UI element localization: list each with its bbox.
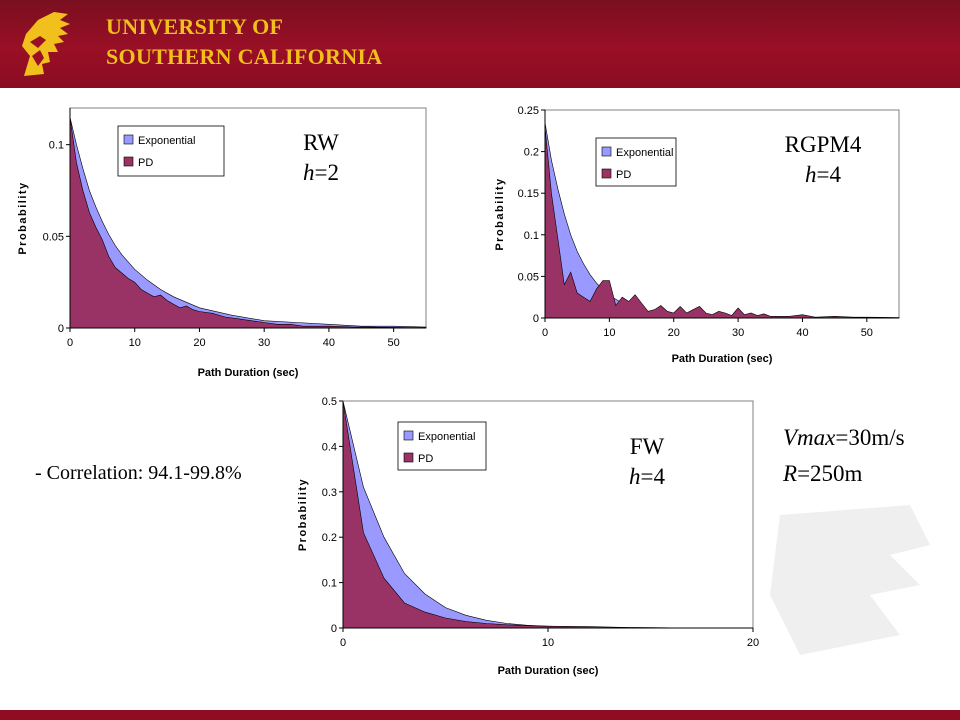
university-title-line1: UNIVERSITY OF — [106, 14, 284, 39]
correlation-text: - Correlation: 94.1-99.8% — [35, 462, 242, 484]
label-rgpm4: RGPM4 h=4 — [770, 130, 876, 190]
y-tick-label: 0.25 — [518, 105, 539, 117]
legend-swatch — [601, 168, 612, 179]
x-axis-label: Path Duration (sec) — [672, 353, 773, 365]
series-area-pd — [69, 117, 427, 329]
x-tick-label: 20 — [193, 337, 205, 349]
legend-label: PD — [138, 157, 153, 169]
footer-bar — [0, 710, 960, 720]
university-title-line2: SOUTHERN CALIFORNIA — [106, 44, 383, 69]
y-tick-label: 0.2 — [322, 532, 337, 544]
header-bar: UNIVERSITY OF SOUTHERN CALIFORNIA — [0, 0, 960, 88]
legend-swatch — [403, 452, 414, 463]
y-tick-label: 0.2 — [524, 147, 539, 159]
label-rgpm4-h: h=4 — [805, 162, 841, 187]
x-tick-label: 10 — [603, 327, 615, 339]
x-tick-label: 40 — [796, 327, 808, 339]
y-tick-label: 0 — [331, 623, 337, 635]
y-axis-label: Probability — [494, 177, 506, 250]
x-tick-label: 30 — [732, 327, 744, 339]
x-tick-label: 10 — [542, 637, 554, 649]
legend-swatch — [601, 146, 612, 157]
y-tick-label: 0 — [58, 323, 64, 335]
range-param: R=250m — [783, 461, 863, 486]
legend-swatch — [123, 156, 134, 167]
y-tick-label: 0.1 — [49, 140, 64, 152]
x-tick-label: 20 — [747, 637, 759, 649]
legend-label: Exponential — [616, 147, 674, 159]
legend-swatch — [123, 134, 134, 145]
y-tick-label: 0.05 — [43, 231, 64, 243]
simulation-params: Vmax=30m/s R=250m — [783, 420, 905, 492]
x-tick-label: 0 — [67, 337, 73, 349]
label-rgpm4-name: RGPM4 — [784, 132, 862, 157]
x-axis-label: Path Duration (sec) — [198, 367, 299, 379]
y-tick-label: 0.3 — [322, 487, 337, 499]
x-tick-label: 40 — [323, 337, 335, 349]
y-axis-label: Probability — [17, 181, 29, 254]
label-fw: FW h=4 — [612, 432, 682, 492]
x-tick-label: 50 — [861, 327, 873, 339]
x-tick-label: 0 — [340, 637, 346, 649]
x-tick-label: 20 — [668, 327, 680, 339]
y-tick-label: 0.15 — [518, 188, 539, 200]
legend-label: PD — [418, 453, 433, 465]
legend-box — [397, 421, 487, 471]
x-tick-label: 30 — [258, 337, 270, 349]
legend-label: Exponential — [138, 135, 196, 147]
y-axis-label: Probability — [297, 478, 309, 551]
y-tick-label: 0.1 — [524, 230, 539, 242]
x-tick-label: 0 — [542, 327, 548, 339]
legend-label: PD — [616, 169, 631, 181]
trojan-helmet-icon — [22, 12, 70, 76]
x-tick-label: 50 — [388, 337, 400, 349]
label-rw-h: h=2 — [303, 160, 339, 185]
x-tick-label: 10 — [129, 337, 141, 349]
label-rw: RW h=2 — [286, 128, 356, 188]
y-tick-label: 0.4 — [322, 441, 337, 453]
label-fw-h: h=4 — [629, 464, 665, 489]
watermark-figure — [770, 505, 930, 655]
label-rw-name: RW — [303, 130, 339, 155]
y-tick-label: 0 — [533, 313, 539, 325]
vmax-param: Vmax=30m/s — [783, 425, 905, 450]
x-axis-label: Path Duration (sec) — [498, 665, 599, 677]
legend-box — [117, 125, 225, 177]
legend-label: Exponential — [418, 431, 476, 443]
y-tick-label: 0.1 — [322, 578, 337, 590]
series-area-pd — [544, 126, 900, 319]
y-tick-label: 0.5 — [322, 396, 337, 408]
legend-swatch — [403, 430, 414, 441]
y-tick-label: 0.05 — [518, 271, 539, 283]
label-fw-name: FW — [629, 434, 665, 459]
